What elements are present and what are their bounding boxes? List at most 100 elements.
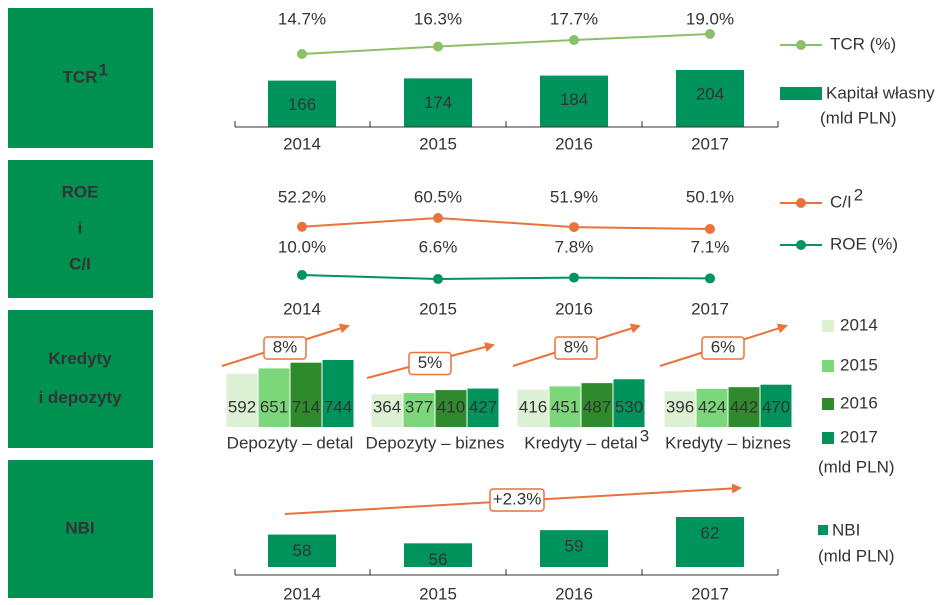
legend-label: 2016 bbox=[840, 393, 878, 412]
legend-swatch bbox=[780, 87, 822, 100]
bar-label: 396 bbox=[666, 397, 694, 416]
bar bbox=[290, 362, 322, 427]
bar-label: 59 bbox=[565, 537, 584, 556]
x-tick-label: 2016 bbox=[555, 584, 593, 603]
bar-label: 427 bbox=[469, 397, 497, 416]
annotation-box bbox=[554, 336, 598, 360]
x-tick-label: 2014 bbox=[283, 299, 321, 318]
bar bbox=[540, 530, 608, 567]
value-label: 7.1% bbox=[691, 237, 730, 256]
legend-label: C/I bbox=[830, 192, 852, 211]
bar-label: 62 bbox=[701, 523, 720, 542]
bar bbox=[467, 388, 499, 427]
legend-swatch bbox=[822, 432, 834, 444]
legend-label: Kapitał własny bbox=[826, 83, 935, 102]
row-label-box bbox=[8, 160, 153, 298]
category-note: 3 bbox=[640, 426, 649, 445]
bar-label: 56 bbox=[429, 550, 448, 569]
point bbox=[433, 213, 443, 223]
bar-label: 174 bbox=[424, 93, 452, 112]
row-label: NBI bbox=[65, 518, 94, 537]
legend-label: NBI bbox=[832, 520, 860, 539]
bar bbox=[581, 383, 613, 427]
bar bbox=[403, 393, 435, 427]
row-label-box bbox=[8, 310, 153, 448]
row-label: ROE bbox=[62, 182, 99, 201]
row-label-box bbox=[8, 460, 153, 598]
annotation: +2.3% bbox=[493, 489, 542, 508]
bar bbox=[371, 394, 403, 427]
value-label: 60.5% bbox=[414, 187, 462, 206]
bar-label: 592 bbox=[228, 397, 256, 416]
bar-label: 442 bbox=[730, 397, 758, 416]
annotation-box bbox=[408, 351, 452, 376]
value-label: 52.2% bbox=[278, 187, 326, 206]
x-tick-label: 2014 bbox=[283, 584, 321, 603]
bar-label: 416 bbox=[519, 397, 547, 416]
value-label: 7.8% bbox=[555, 237, 594, 256]
x-tick-label: 2016 bbox=[555, 299, 593, 318]
category-label: Kredyty – biznes bbox=[665, 433, 791, 452]
value-label: 19.0% bbox=[686, 9, 734, 28]
bar bbox=[540, 75, 608, 127]
value-label: 10.0% bbox=[278, 237, 326, 256]
bar bbox=[517, 389, 549, 427]
annotation-box bbox=[263, 336, 307, 360]
point bbox=[705, 29, 715, 39]
legend-label: ROE (%) bbox=[830, 234, 898, 253]
x-tick-label: 2017 bbox=[691, 299, 729, 318]
row-label: Kredyty bbox=[48, 349, 112, 368]
x-tick-label: 2015 bbox=[419, 134, 457, 153]
x-tick-label: 2015 bbox=[419, 584, 457, 603]
value-label: 6.6% bbox=[419, 237, 458, 256]
line bbox=[301, 33, 711, 55]
bar bbox=[435, 390, 467, 427]
value-label: 16.3% bbox=[414, 9, 462, 28]
row-label: C/I bbox=[69, 254, 91, 273]
point bbox=[297, 270, 307, 280]
category-label: Depozyty – detal bbox=[227, 433, 354, 452]
bar-label: 364 bbox=[373, 397, 401, 416]
point bbox=[433, 274, 443, 284]
bar-label: 470 bbox=[762, 397, 790, 416]
annotation-box bbox=[489, 488, 545, 512]
category-label: Kredyty – detal bbox=[524, 433, 637, 452]
bar-label: 377 bbox=[405, 397, 433, 416]
value-label: 17.7% bbox=[550, 9, 598, 28]
legend-label: 2015 bbox=[840, 355, 878, 374]
row-label-box bbox=[8, 8, 153, 148]
bar-label: 651 bbox=[260, 397, 288, 416]
legend-unit: (mld PLN) bbox=[818, 457, 895, 476]
bar bbox=[613, 379, 645, 427]
bar bbox=[696, 388, 728, 427]
legend-label: TCR (%) bbox=[830, 34, 896, 53]
annotation-box bbox=[701, 336, 745, 360]
bar bbox=[226, 373, 258, 427]
bar-label: 58 bbox=[293, 541, 312, 560]
bar-label: 204 bbox=[696, 84, 724, 103]
bar-label: 744 bbox=[324, 397, 352, 416]
point bbox=[569, 272, 579, 283]
annotation: 5% bbox=[418, 353, 443, 372]
x-tick-label: 2017 bbox=[691, 584, 729, 603]
x-tick-label: 2017 bbox=[691, 134, 729, 153]
bar bbox=[728, 387, 760, 427]
row-label: i bbox=[78, 218, 83, 237]
legend-label: 2017 bbox=[840, 427, 878, 446]
point bbox=[297, 221, 307, 232]
point bbox=[705, 224, 715, 234]
bar bbox=[676, 517, 744, 567]
value-label: 50.1% bbox=[686, 187, 734, 206]
legend-marker bbox=[796, 40, 806, 50]
bar bbox=[760, 384, 792, 427]
x-tick-label: 2015 bbox=[419, 299, 457, 318]
bar bbox=[258, 368, 290, 427]
category-label: Depozyty – biznes bbox=[366, 433, 505, 452]
bar-label: 424 bbox=[698, 397, 726, 416]
point bbox=[569, 35, 579, 46]
value-label: 14.7% bbox=[278, 9, 326, 28]
legend-unit: (mld PLN) bbox=[820, 108, 897, 127]
bar-label: 166 bbox=[288, 95, 316, 114]
point bbox=[297, 49, 307, 59]
bar bbox=[268, 534, 336, 567]
